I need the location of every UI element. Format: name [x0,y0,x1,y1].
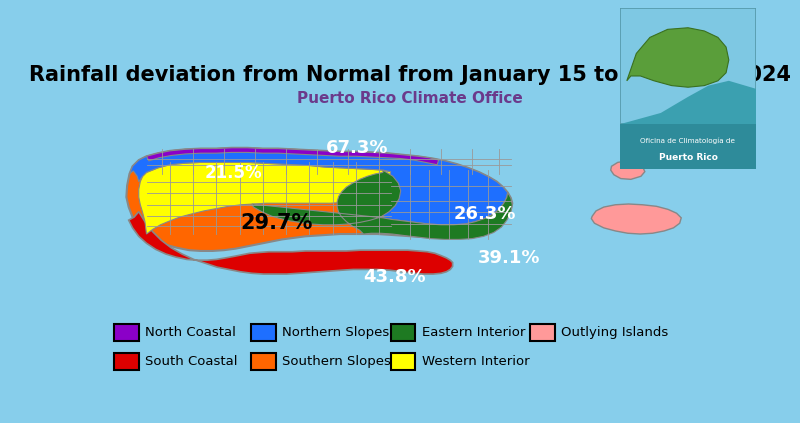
FancyBboxPatch shape [620,8,756,124]
Bar [390,324,415,341]
Text: North Coastal: North Coastal [145,326,236,339]
Text: Oficina de Climatología de: Oficina de Climatología de [641,137,735,143]
Text: Western Interior: Western Interior [422,354,530,368]
Polygon shape [129,212,453,274]
Text: South Coastal: South Coastal [145,354,238,368]
Text: Puerto Rico: Puerto Rico [658,154,718,162]
Bar [114,324,138,341]
Bar [251,324,276,341]
Polygon shape [126,148,512,251]
Polygon shape [138,162,394,234]
Bar [390,353,415,370]
Text: 67.3%: 67.3% [326,140,389,157]
Polygon shape [610,161,645,179]
Text: Southern Slopes: Southern Slopes [282,354,391,368]
Text: 26.3%: 26.3% [453,205,516,222]
Text: 21.5%: 21.5% [205,164,262,182]
Polygon shape [620,81,756,124]
Polygon shape [252,170,512,239]
Polygon shape [627,28,729,87]
Bar [530,324,555,341]
Text: Northern Slopes: Northern Slopes [282,326,390,339]
Text: Puerto Rico Climate Office: Puerto Rico Climate Office [297,91,523,106]
Text: 39.1%: 39.1% [478,249,541,266]
Polygon shape [146,148,438,165]
Text: Outlying Islands: Outlying Islands [561,326,668,339]
Text: Eastern Interior: Eastern Interior [422,326,525,339]
Bar [251,353,276,370]
Bar [114,353,138,370]
Text: Rainfall deviation from Normal from January 15 to April 05, 2024: Rainfall deviation from Normal from Janu… [29,65,791,85]
Polygon shape [130,148,508,225]
Polygon shape [591,204,682,234]
Polygon shape [641,153,663,165]
FancyBboxPatch shape [620,124,756,169]
Text: 43.8%: 43.8% [363,268,426,286]
Text: 29.7%: 29.7% [241,213,313,233]
